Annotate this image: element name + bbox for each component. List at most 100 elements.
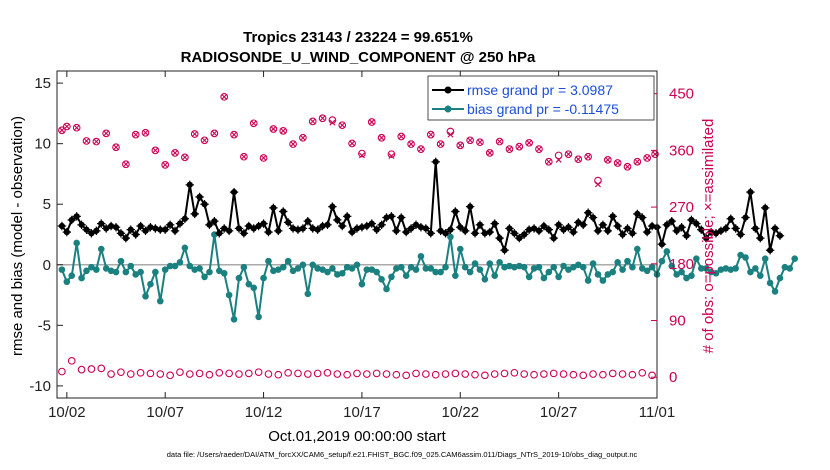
bias-point [63,278,71,286]
obs-possible-marker [554,151,563,160]
obs-assimilated-marker [358,152,365,159]
bias-point [545,268,553,276]
obs-cross-stroke [506,146,513,153]
rmse-point [313,225,322,234]
obs-cross-stroke [122,161,129,168]
obs-possible-marker [515,142,524,151]
rmse-point [667,216,676,226]
obs-cross-stroke [526,139,533,146]
obs-possible-marker [58,367,66,376]
obs-possible-marker [569,370,578,379]
obs-possible-marker [441,370,450,378]
rmse-point [716,226,726,236]
obs-possible-marker [230,130,238,139]
bias-point [171,262,179,270]
bias-point [388,273,395,281]
bias-point [348,265,356,272]
obs-assimilated-marker [58,127,65,134]
rmse-point [180,214,190,223]
obs-possible-marker [367,118,376,126]
right-tick-label: 270 [669,199,694,216]
rmse-point [264,227,273,237]
rmse-point [82,225,91,234]
x-axis-label: Oct.01,2019 00:00:00 start [268,428,446,445]
obs-possible-marker [372,369,381,378]
obs-possible-marker [166,371,174,380]
bias-point [289,267,297,275]
rmse-point [298,224,308,233]
bias-point [540,274,548,282]
bias-point [599,277,607,284]
rmse-point [283,218,293,227]
rmse-point [490,219,499,228]
rmse-point [87,229,96,238]
obs-cross-stroke [58,127,65,134]
obs-possible-marker [82,137,91,145]
obs-assimilated-marker [309,118,316,125]
obs-possible-marker [264,370,273,378]
rmse-point [210,216,219,226]
bias-point [786,265,794,272]
obs-cross-stroke [535,146,542,153]
obs-possible-marker [353,369,361,378]
obs-assimilated-marker [516,143,523,150]
rmse-point [593,226,603,236]
bias-point [353,261,361,269]
bias-point [550,263,558,271]
bias-point [702,265,710,272]
obs-possible-marker [348,139,356,148]
obs-assimilated-marker [555,156,562,163]
obs-possible-marker [235,370,243,378]
bias-point [383,285,390,293]
obs-assimilated-marker [191,131,198,137]
rmse-point [588,213,598,222]
bias-point [412,266,420,273]
obs-possible-marker [471,370,479,379]
rmse-series-layer [57,157,785,255]
bias-point [338,269,346,277]
bias-point [402,272,410,279]
bias-point [127,262,135,270]
bias-point [275,266,282,273]
bias-point [73,239,80,247]
bias-point [93,266,100,273]
bias-point [250,284,258,292]
rmse-point [234,224,244,233]
obs-possible-marker [313,369,322,378]
obs-possible-marker [461,370,470,378]
obs-possible-marker [574,155,583,164]
obs-cross-stroke [201,137,208,144]
obs-possible-marker [92,137,101,146]
obs-possible-marker [520,370,529,378]
bias-point [432,268,439,276]
obs-cross-stroke [339,122,346,129]
rmse-point [638,213,647,222]
obs-cross-stroke [594,181,601,188]
rmse-point [534,226,544,236]
bias-point [471,260,479,267]
obs-cross-stroke [545,158,552,165]
obs-possible-marker [289,140,297,148]
rmse-point [756,233,765,243]
obs-assimilated-marker [211,130,218,137]
obs-cross-stroke [132,131,139,138]
rmse-point [751,224,760,233]
rmse-point [126,225,135,234]
obs-possible-marker [107,370,115,378]
bias-point [284,257,292,265]
obs-possible-marker [200,136,209,145]
obs-possible-marker [530,370,538,379]
obs-possible-marker [436,140,445,148]
obs-possible-marker [333,370,342,378]
obs-assimilated-marker [575,156,582,163]
obs-assimilated-marker [506,146,513,153]
obs-possible-marker [451,369,460,378]
obs-possible-marker [599,370,607,379]
bias-point [137,268,144,276]
legend-bias-marker [444,105,452,113]
rmse-point [377,220,386,230]
rmse-point [421,224,431,233]
bias-point [156,297,164,305]
obs-cross-stroke [516,143,523,150]
rmse-point [347,227,357,237]
